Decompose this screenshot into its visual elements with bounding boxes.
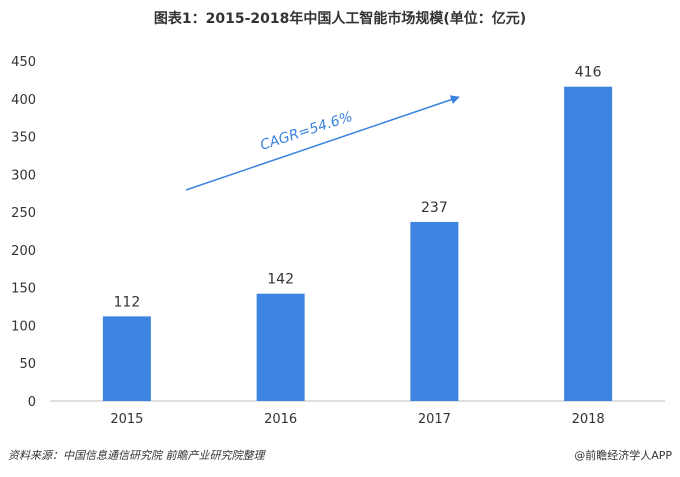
y-axis: 0 50 100 150 200 250 300 350 400 450: [11, 55, 36, 410]
cagr-annotation: CAGR=54.6%: [185, 95, 460, 191]
brand-note: @前瞻经济学人APP: [574, 449, 672, 462]
y-tick-label: 50: [19, 357, 36, 372]
bar: [564, 86, 613, 401]
x-axis: 2015 2016 2017 2018: [50, 400, 665, 427]
x-tick-label: 2016: [264, 412, 297, 427]
bar: [256, 293, 305, 401]
cagr-label: CAGR=54.6%: [258, 109, 354, 154]
y-tick-label: 150: [11, 282, 36, 297]
bar-value-label: 142: [267, 272, 294, 288]
cagr-arrow: [185, 95, 460, 191]
x-tick-label: 2015: [110, 412, 143, 427]
bar: [102, 316, 151, 401]
bar: [410, 221, 459, 401]
y-tick-label: 100: [11, 319, 36, 334]
chart-title: 图表1：2015-2018年中国人工智能市场规模(单位：亿元): [153, 11, 527, 27]
y-tick-label: 200: [11, 244, 36, 259]
x-tick-label: 2017: [418, 412, 451, 427]
bar-value-label: 112: [114, 294, 141, 310]
y-tick-label: 0: [28, 395, 36, 410]
y-tick-label: 350: [11, 131, 36, 146]
source-note: 资料来源：中国信息通信研究院 前瞻产业研究院整理: [8, 449, 265, 462]
bar-chart: 0 50 100 150 200 250 300 350 400 450 2015 2016 2017…: [11, 55, 665, 427]
bar-value-label: 416: [575, 65, 602, 81]
bars: 112 142 237 416: [102, 65, 613, 401]
y-tick-label: 400: [11, 93, 36, 108]
bar-value-label: 237: [421, 200, 448, 216]
y-tick-label: 250: [11, 206, 36, 221]
y-tick-label: 450: [11, 55, 36, 70]
y-tick-label: 300: [11, 168, 36, 183]
x-tick-label: 2018: [572, 412, 605, 427]
